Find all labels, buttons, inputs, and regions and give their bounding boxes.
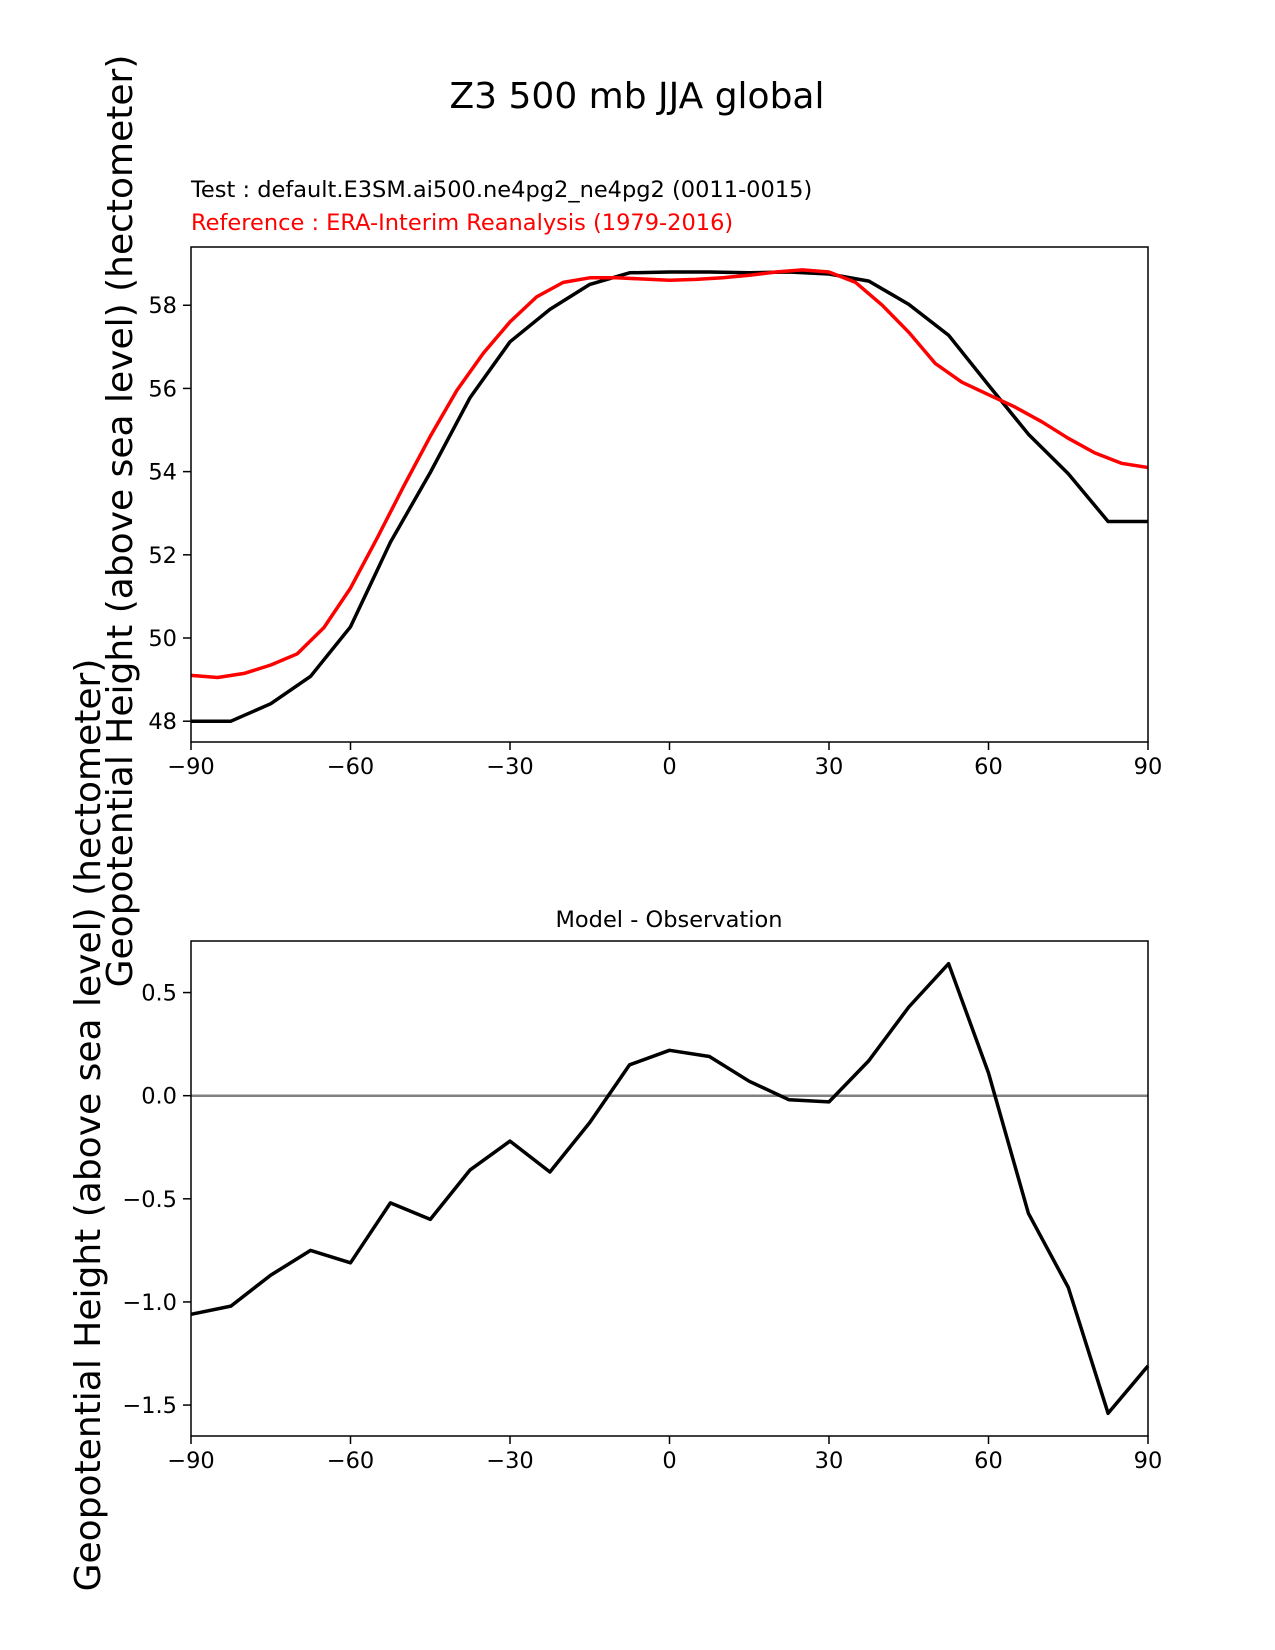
bottom-x-tick-label: 60 [974, 1448, 1003, 1474]
figure-suptitle: Z3 500 mb JJA global [450, 76, 825, 117]
bottom-axes-ticks: −90 −60 −30 0 30 60 90 0.5 0.0 −0.5 −1.0 −1.5 [122, 981, 1162, 1474]
top-x-tick-label: −60 [327, 754, 374, 780]
bottom-x-tick-label: 0 [662, 1448, 676, 1474]
top-plot-frame [190, 246, 1149, 743]
top-x-tick-label: −30 [486, 754, 533, 780]
bottom-x-tick-label: −30 [486, 1448, 533, 1474]
top-series-test [191, 270, 1148, 723]
bottom-x-tick-label: 90 [1134, 1448, 1163, 1474]
bottom-y-tick-label: −1.0 [122, 1290, 177, 1316]
top-x-tick-label: 60 [974, 754, 1003, 780]
bottom-y-tick-label: −1.5 [122, 1393, 177, 1419]
top-panel: Test : default.E3SM.ai500.ne4pg2_ne4pg2 … [100, 55, 1162, 988]
bottom-y-tick-label: 0.0 [141, 1084, 177, 1110]
top-y-tick-label: 56 [148, 376, 177, 402]
top-x-tick-label: −90 [167, 754, 214, 780]
top-x-tick-label: 0 [662, 754, 676, 780]
top-title-test: Test : default.E3SM.ai500.ne4pg2_ne4pg2 … [190, 177, 812, 203]
top-y-tick-label: 48 [148, 709, 177, 735]
top-axes-ticks: −90 −60 −30 0 30 60 90 48 50 52 54 56 58 [148, 293, 1162, 780]
top-title-reference: Reference : ERA-Interim Reanalysis (1979… [191, 210, 733, 236]
bottom-x-tick-label: −60 [327, 1448, 374, 1474]
top-y-tick-label: 50 [148, 626, 177, 652]
top-x-tick-label: 90 [1134, 754, 1163, 780]
bottom-plot-frame [190, 940, 1149, 1437]
bottom-panel: Model - Observation Geopotential Height … [68, 659, 1162, 1592]
top-y-axis-label: Geopotential Height (above sea level) (h… [100, 55, 141, 988]
top-x-tick-label: 30 [815, 754, 844, 780]
bottom-x-tick-label: −90 [167, 1448, 214, 1474]
top-series-reference [190, 268, 1149, 680]
bottom-y-tick-label: 0.5 [141, 981, 177, 1007]
bottom-x-tick-label: 30 [815, 1448, 844, 1474]
bottom-title: Model - Observation [556, 907, 783, 933]
top-series [190, 268, 1149, 723]
top-y-tick-label: 58 [148, 293, 177, 319]
bottom-series-model-observation [190, 961, 1150, 1416]
bottom-series [190, 961, 1150, 1416]
bottom-y-tick-label: −0.5 [122, 1187, 177, 1213]
bottom-y-axis-label: Geopotential Height (above sea level) (h… [68, 659, 109, 1592]
top-y-tick-label: 54 [148, 460, 177, 486]
top-y-tick-label: 52 [148, 543, 177, 569]
